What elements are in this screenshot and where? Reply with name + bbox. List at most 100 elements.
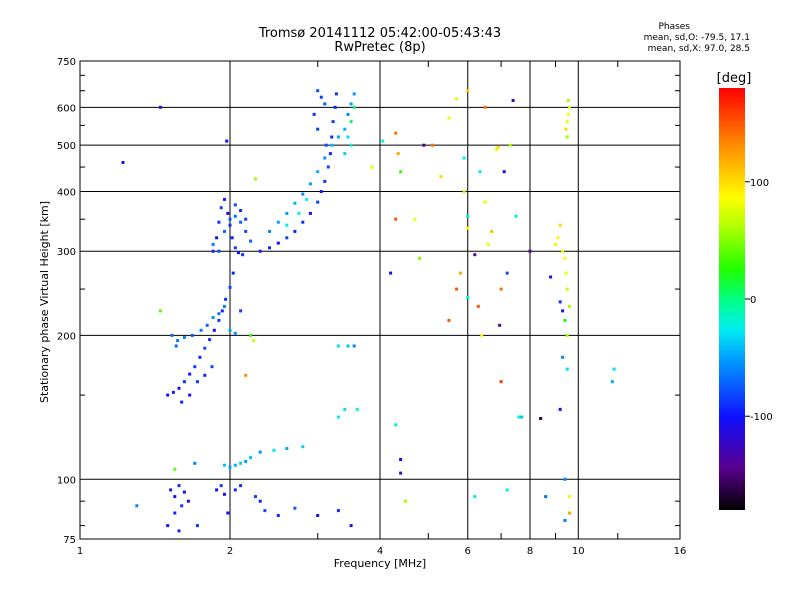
echo-point <box>244 459 248 463</box>
echo-point <box>223 304 226 308</box>
echo-point <box>220 309 224 313</box>
echo-point <box>182 490 186 494</box>
echo-point <box>173 467 177 471</box>
echo-point <box>355 407 359 411</box>
echo-point <box>203 373 207 377</box>
echo-point <box>239 220 243 224</box>
echo-point <box>135 504 139 508</box>
echo-point <box>301 220 305 224</box>
echo-point <box>563 318 567 322</box>
echo-point <box>241 253 245 257</box>
echo-point <box>346 135 350 139</box>
echo-point <box>297 211 301 215</box>
x-tick-label: 2 <box>227 546 233 557</box>
y-tick-label: 400 <box>57 187 76 198</box>
y-tick-label: 500 <box>57 141 76 152</box>
echo-point <box>219 206 223 210</box>
echo-point <box>211 249 215 253</box>
y-tick-label: 600 <box>57 103 76 114</box>
echo-point <box>233 488 237 492</box>
echo-point <box>480 333 484 337</box>
colorbar-unit: [deg] <box>717 71 752 86</box>
echo-point <box>237 251 240 255</box>
echo-point <box>349 120 353 124</box>
echo-point <box>217 312 221 316</box>
colorbar-tick-label: 0 <box>750 295 756 306</box>
echo-point <box>233 246 237 250</box>
echo-point <box>121 161 125 164</box>
echo-point <box>394 131 398 135</box>
echo-point <box>219 484 223 488</box>
echo-point <box>610 380 614 384</box>
x-tick-label: 1 <box>77 546 83 557</box>
echo-point <box>177 386 181 390</box>
chart-title: Tromsø 20141112 05:42:00-05:43:43 <box>258 26 502 41</box>
x-tick-label: 6 <box>465 546 471 557</box>
echo-point <box>498 323 502 327</box>
colorbar <box>719 88 745 510</box>
echo-point <box>285 236 289 240</box>
echo-point <box>499 380 503 384</box>
echo-point <box>180 400 184 404</box>
echo-point <box>230 236 234 240</box>
echo-point <box>188 393 192 397</box>
echo-point <box>308 211 312 215</box>
echo-point <box>285 211 289 215</box>
y-tick-label: 300 <box>57 247 76 258</box>
echo-point <box>180 504 184 508</box>
echo-point <box>228 217 232 221</box>
echo-point <box>239 209 243 212</box>
echo-point <box>331 120 335 124</box>
chart-subtitle: RwPretec (8p) <box>334 40 426 55</box>
echo-point <box>228 465 232 469</box>
echo-point <box>173 495 177 499</box>
echo-point <box>349 524 353 528</box>
echo-point <box>239 461 243 465</box>
axis-ticks: 1 2 4 6 8 10 16 75 100 200 300 400 500 600 750 <box>57 57 686 557</box>
echo-point <box>158 309 162 313</box>
echo-point <box>276 514 280 517</box>
echo-point <box>193 461 197 465</box>
x-tick-label: 4 <box>377 546 383 557</box>
echo-point <box>211 316 215 319</box>
echo-point <box>396 152 400 156</box>
echo-point <box>564 271 568 275</box>
x-tick-label: 10 <box>572 546 585 557</box>
echo-point <box>249 333 253 337</box>
echo-point <box>169 488 173 492</box>
echo-point <box>308 182 312 186</box>
echo-point <box>473 253 477 257</box>
echo-point <box>272 448 276 452</box>
y-tick-label: 100 <box>57 475 76 486</box>
echo-point <box>343 152 347 156</box>
echo-points <box>121 89 616 533</box>
echo-point <box>316 514 320 517</box>
echo-point <box>563 256 567 260</box>
echo-point <box>268 229 271 233</box>
echo-point <box>223 463 226 467</box>
echo-point <box>239 309 243 313</box>
y-tick-label: 75 <box>63 535 76 546</box>
echo-point <box>494 147 498 151</box>
echo-point <box>447 318 451 322</box>
echo-point <box>276 241 280 245</box>
echo-point <box>490 229 494 233</box>
echo-point <box>285 447 289 450</box>
colorbar-tick-label: 100 <box>750 178 769 189</box>
echo-point <box>336 344 340 348</box>
echo-point <box>195 524 199 528</box>
echo-point <box>158 105 162 109</box>
echo-point <box>333 105 337 109</box>
echo-point <box>502 170 506 174</box>
echo-point <box>186 499 190 503</box>
echo-point <box>565 287 569 291</box>
echo-point <box>565 367 569 371</box>
echo-point <box>568 511 571 515</box>
echo-point <box>346 112 350 116</box>
echo-point <box>170 333 174 337</box>
echo-point <box>173 511 177 515</box>
echo-point <box>508 143 512 147</box>
echo-point <box>228 328 232 332</box>
